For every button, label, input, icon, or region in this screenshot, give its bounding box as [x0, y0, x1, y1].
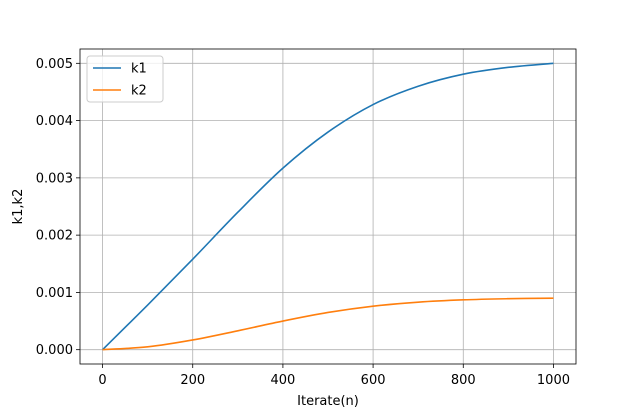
series-line-k2 — [102, 297, 554, 351]
x-tick-label: 200 — [180, 373, 205, 388]
grid — [80, 49, 576, 364]
x-axis-label: Iterate(n) — [297, 394, 359, 409]
legend-label-k2: k2 — [131, 84, 147, 99]
series-line-k1 — [101, 62, 554, 351]
x-axis-ticks: 0 200 400 600 800 1000 — [98, 364, 570, 388]
x-tick-label: 1000 — [537, 373, 570, 388]
y-tick-label: 0.005 — [36, 57, 73, 72]
plot-frame — [79, 48, 577, 365]
x-tick-label: 600 — [361, 373, 386, 388]
x-tick-label: 400 — [270, 373, 295, 388]
y-tick-label: 0.004 — [36, 114, 73, 129]
series-lines — [101, 62, 554, 351]
legend-box — [86, 55, 164, 103]
y-tick-label: 0.003 — [36, 171, 73, 186]
y-axis-ticks: 0.000 0.001 0.002 0.003 0.004 0.005 — [36, 57, 80, 358]
y-tick-label: 0.000 — [36, 343, 73, 358]
y-tick-label: 0.001 — [36, 286, 73, 301]
y-axis-label: k1,k2 — [11, 189, 26, 225]
legend-label-k1: k1 — [131, 62, 147, 77]
x-tick-label: 0 — [98, 373, 106, 388]
x-tick-label: 800 — [451, 373, 476, 388]
y-tick-label: 0.002 — [36, 229, 73, 244]
